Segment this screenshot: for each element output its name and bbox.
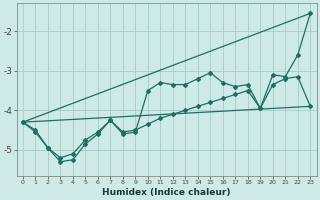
X-axis label: Humidex (Indice chaleur): Humidex (Indice chaleur) [102,188,231,197]
